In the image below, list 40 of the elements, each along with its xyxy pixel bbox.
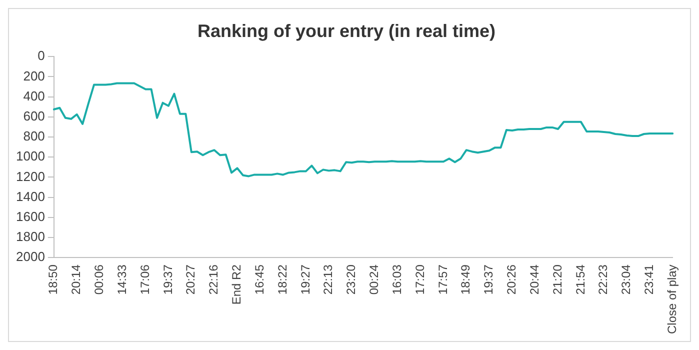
x-tick-label: 20:14 <box>69 264 84 295</box>
x-tick-label: 16:03 <box>390 264 404 295</box>
x-tick-label: 18:22 <box>275 264 290 295</box>
chart-title: Ranking of your entry (in real time) <box>197 20 496 41</box>
x-tick-label: End R2 <box>230 264 244 305</box>
x-tick-label: 21:54 <box>573 264 588 295</box>
x-tick-label: 22:13 <box>321 264 336 295</box>
x-tick-label: 18:50 <box>46 264 60 295</box>
y-tick-label: 1200 <box>16 168 45 184</box>
x-tick-label: 17:57 <box>436 264 450 295</box>
x-tick-label: 14:33 <box>114 264 129 295</box>
x-tick-label: 16:45 <box>252 264 266 295</box>
x-tick-label: 23:41 <box>642 264 656 295</box>
x-tick-label: Close of play <box>664 264 679 334</box>
x-tick-label: 00:24 <box>367 264 382 295</box>
x-tick-label: 22:16 <box>206 264 221 295</box>
y-tick-label: 400 <box>23 88 45 104</box>
x-tick-label: 22:23 <box>596 264 610 295</box>
x-tick-label: 18:49 <box>458 264 473 295</box>
x-tick-label: 17:06 <box>138 264 152 295</box>
y-tick-label: 1000 <box>16 148 45 164</box>
y-tick-label: 800 <box>23 128 45 144</box>
y-tick-label: 1400 <box>16 188 45 204</box>
y-tick-label: 1600 <box>16 209 45 224</box>
x-tick-label: 19:27 <box>298 264 312 295</box>
x-tick-label: 21:20 <box>550 264 564 295</box>
x-tick-label: 19:37 <box>160 264 175 295</box>
x-tick-label: 20:27 <box>184 264 198 295</box>
x-tick-label: 17:20 <box>412 264 427 295</box>
x-tick-label: 23:20 <box>344 264 358 295</box>
y-tick-label: 200 <box>23 68 45 84</box>
x-tick-label: 00:06 <box>92 264 106 295</box>
y-tick-label: 1800 <box>16 229 45 244</box>
x-tick-label: 20:44 <box>527 264 542 295</box>
y-tick-label: 0 <box>38 48 45 64</box>
y-tick-label: 600 <box>23 108 45 124</box>
y-tick-label: 2000 <box>16 249 45 264</box>
x-tick-label: 20:26 <box>504 264 519 295</box>
x-tick-label: 19:37 <box>482 264 496 295</box>
x-tick-label: 23:04 <box>619 264 634 295</box>
